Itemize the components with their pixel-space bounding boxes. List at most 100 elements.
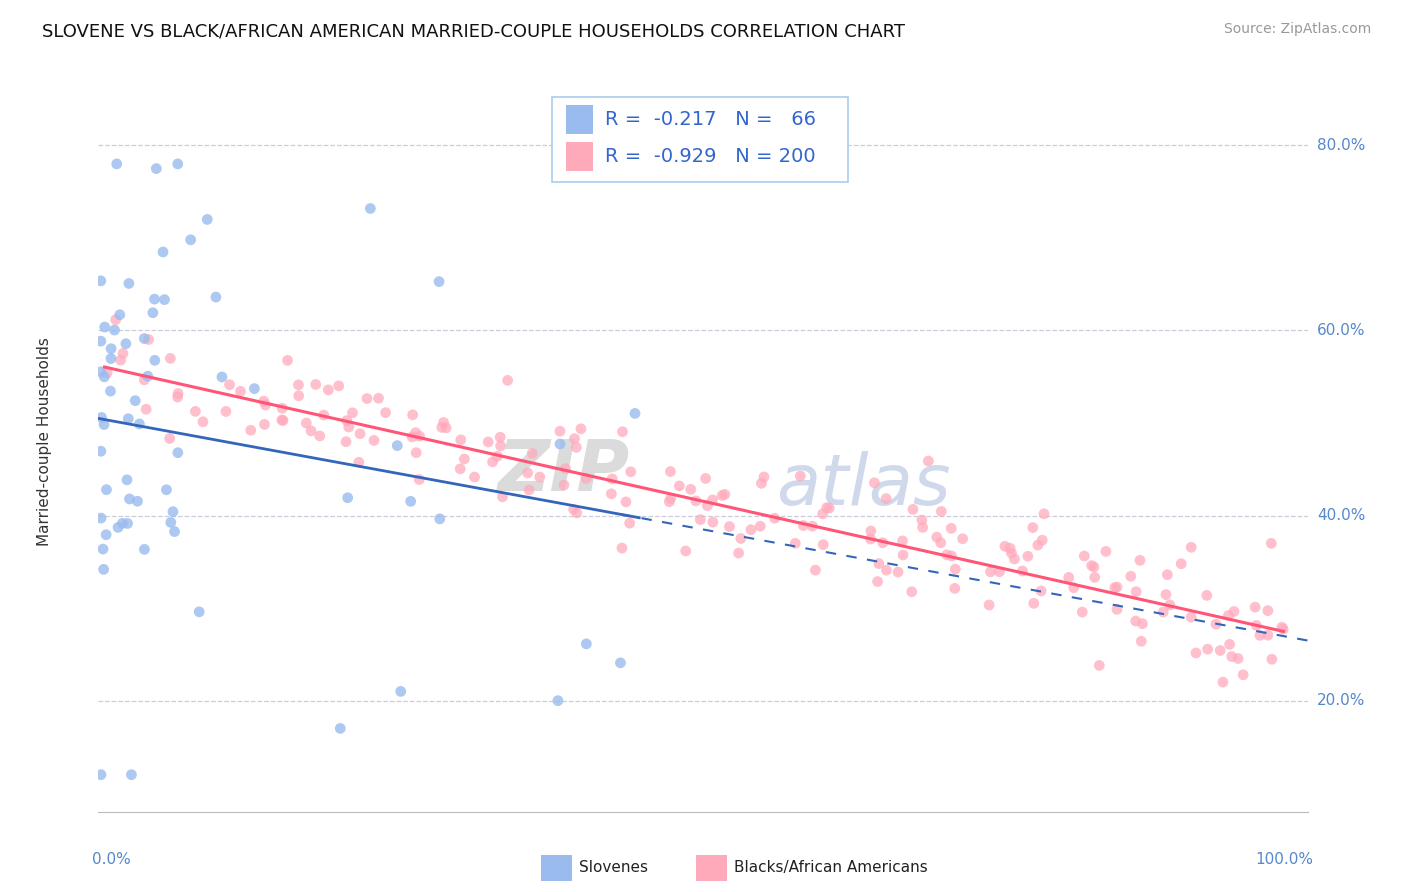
Point [143, 353, 166, 368]
Point [134, 373, 156, 387]
Point [872, 535, 894, 549]
Point [988, 565, 1011, 579]
Point [211, 370, 233, 384]
Point [911, 513, 934, 527]
Point [1004, 552, 1026, 566]
Point [363, 434, 385, 448]
Point [253, 394, 276, 409]
Point [718, 519, 741, 533]
Point [679, 483, 702, 497]
Point [1244, 600, 1267, 615]
Point [1180, 610, 1202, 624]
Point [450, 433, 472, 447]
Point [90, 444, 112, 458]
Point [108, 308, 131, 322]
Point [91, 542, 114, 557]
Point [1022, 596, 1045, 610]
Point [659, 491, 682, 506]
Point [702, 492, 724, 507]
Point [401, 430, 423, 444]
Point [195, 212, 218, 227]
Point [564, 432, 586, 446]
FancyBboxPatch shape [567, 104, 593, 135]
Point [127, 494, 149, 508]
Point [205, 290, 228, 304]
FancyBboxPatch shape [567, 142, 593, 171]
Point [1170, 557, 1192, 571]
Point [1132, 616, 1154, 631]
Point [553, 478, 575, 492]
Point [887, 565, 910, 579]
Point [115, 473, 138, 487]
Point [763, 511, 786, 525]
Point [659, 465, 682, 479]
Point [658, 494, 681, 508]
Point [405, 445, 427, 459]
Point [730, 532, 752, 546]
Point [491, 490, 513, 504]
Point [891, 533, 914, 548]
Point [1017, 549, 1039, 564]
Point [1152, 605, 1174, 619]
Text: 80.0%: 80.0% [1317, 138, 1365, 153]
Point [90, 334, 112, 348]
Text: Married-couple Households: Married-couple Households [37, 337, 52, 546]
Point [90, 767, 112, 781]
Point [124, 393, 146, 408]
Point [619, 516, 641, 531]
Point [1031, 533, 1053, 548]
Point [337, 420, 360, 434]
Point [1218, 608, 1240, 623]
Point [1031, 584, 1053, 599]
Point [135, 402, 157, 417]
Point [90, 274, 112, 288]
Point [118, 277, 141, 291]
Point [336, 491, 359, 505]
Point [714, 487, 737, 501]
Point [554, 461, 576, 475]
Point [863, 475, 886, 490]
Point [105, 157, 128, 171]
Point [367, 392, 389, 406]
Point [312, 408, 335, 422]
Point [749, 519, 772, 533]
Point [575, 637, 598, 651]
Point [103, 323, 125, 337]
Point [600, 487, 623, 501]
Point [215, 404, 238, 418]
Point [115, 336, 138, 351]
Point [943, 562, 966, 576]
Text: 60.0%: 60.0% [1317, 323, 1365, 338]
Point [191, 415, 214, 429]
Point [434, 421, 457, 435]
Point [1257, 628, 1279, 642]
Point [668, 479, 690, 493]
Point [100, 342, 122, 356]
Point [449, 462, 471, 476]
Point [1125, 584, 1147, 599]
Point [696, 499, 718, 513]
Point [859, 532, 882, 546]
Point [167, 386, 190, 401]
Point [489, 439, 512, 453]
Point [685, 494, 707, 508]
Point [389, 684, 412, 698]
Point [575, 472, 598, 486]
Point [1125, 614, 1147, 628]
Point [941, 521, 963, 535]
Point [100, 351, 122, 366]
Point [1080, 558, 1102, 573]
Point [271, 413, 294, 427]
Point [90, 365, 112, 379]
Point [569, 422, 592, 436]
Point [609, 656, 631, 670]
Point [142, 306, 165, 320]
Point [943, 582, 966, 596]
Point [159, 432, 181, 446]
Text: R =  -0.929   N = 200: R = -0.929 N = 200 [605, 147, 815, 166]
Point [935, 548, 957, 562]
Point [891, 548, 914, 562]
Point [138, 333, 160, 347]
Point [859, 524, 882, 538]
Point [979, 565, 1001, 579]
